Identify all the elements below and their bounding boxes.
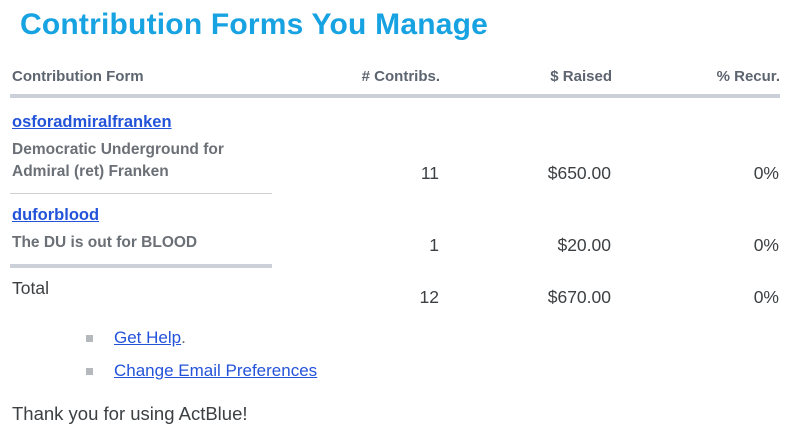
form-cell: osforadmiralfranken Democratic Undergrou… xyxy=(10,96,272,194)
list-item: Change Email Preferences xyxy=(86,361,786,381)
total-raised-value: $670.00 xyxy=(547,287,611,307)
square-bullet-icon xyxy=(86,367,93,375)
raised-value: $20.00 xyxy=(557,235,611,255)
table-row: duforblood The DU is out for BLOOD 1 $20… xyxy=(10,193,780,268)
column-header-form: Contribution Form xyxy=(10,68,272,98)
page-title: Contribution Forms You Manage xyxy=(20,8,489,41)
get-help-line: Get Help. xyxy=(114,328,186,348)
form-description: The DU is out for BLOOD xyxy=(12,234,198,251)
list-item: Get Help. xyxy=(86,328,786,348)
column-header-contribs: # Contribs. xyxy=(272,68,440,98)
form-description: Democratic Underground for Admiral (ret)… xyxy=(12,141,224,180)
table-row: osforadmiralfranken Democratic Undergrou… xyxy=(10,96,780,194)
square-bullet-icon xyxy=(86,334,93,342)
form-link-duforblood[interactable]: duforblood xyxy=(12,206,100,224)
get-help-period: . xyxy=(181,328,186,347)
total-recurring-value: 0% xyxy=(753,287,779,307)
form-link-osforadmiralfranken[interactable]: osforadmiralfranken xyxy=(12,113,172,131)
column-header-recurring: % Recur. xyxy=(612,68,780,98)
total-contribs-value: 12 xyxy=(419,287,439,307)
recurring-value: 0% xyxy=(753,235,779,255)
change-email-preferences-link[interactable]: Change Email Preferences xyxy=(114,361,318,380)
contribs-value: 1 xyxy=(429,235,439,255)
column-header-raised: $ Raised xyxy=(440,68,612,98)
form-cell: duforblood The DU is out for BLOOD xyxy=(10,193,272,268)
contribution-forms-table: Contribution Form # Contribs. $ Raised %… xyxy=(10,68,780,314)
get-help-link[interactable]: Get Help xyxy=(114,328,182,347)
contribs-value: 11 xyxy=(420,162,439,183)
table-header-row: Contribution Form # Contribs. $ Raised %… xyxy=(10,68,780,98)
total-row: Total 12 $670.00 0% xyxy=(10,266,780,314)
total-label: Total xyxy=(12,278,49,298)
recurring-value: 0% xyxy=(753,162,779,183)
footer-thank-you-text: Thank you for using ActBlue! xyxy=(12,403,248,424)
raised-value: $650.00 xyxy=(547,162,611,183)
action-links-list: Get Help. Change Email Preferences xyxy=(0,328,786,381)
